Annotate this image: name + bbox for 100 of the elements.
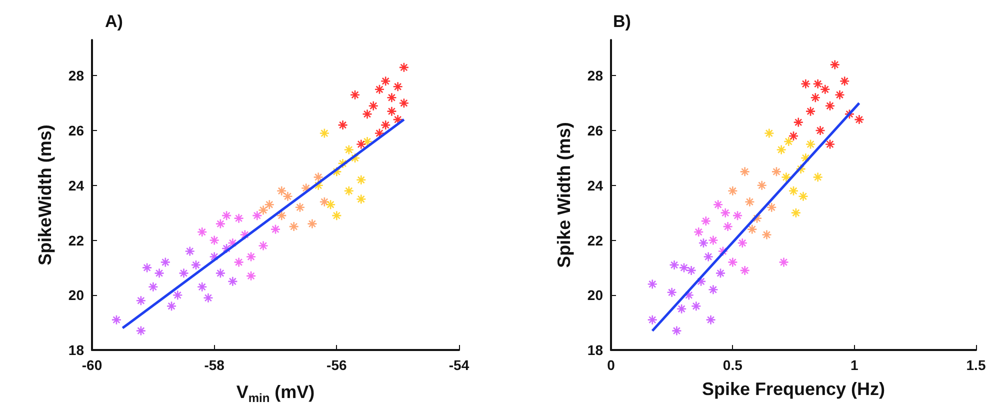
- point: [705, 314, 716, 325]
- point: [686, 265, 696, 276]
- point: [136, 326, 146, 336]
- x-tick-label: -56: [326, 357, 347, 373]
- point: [700, 216, 711, 226]
- point: [178, 268, 189, 278]
- point: [111, 314, 122, 325]
- point: [300, 182, 312, 194]
- point: [148, 282, 158, 292]
- y-axis-title: Spike Width (ms): [554, 122, 574, 268]
- point: [325, 199, 336, 210]
- point: [671, 326, 682, 336]
- point: [386, 92, 397, 103]
- point: [166, 300, 177, 312]
- point: [356, 194, 366, 204]
- point: [264, 199, 275, 210]
- point: [761, 230, 772, 240]
- y-tick-label: 28: [586, 68, 603, 84]
- point: [788, 130, 798, 142]
- point: [780, 172, 791, 182]
- y-tick-label: 22: [68, 232, 84, 248]
- point: [727, 186, 738, 196]
- point: [392, 81, 403, 92]
- point: [392, 114, 403, 125]
- point: [154, 268, 164, 278]
- x-tick-label: -60: [82, 357, 102, 373]
- x-tick-label: -54: [448, 357, 470, 373]
- point: [319, 128, 330, 138]
- chart-title: A): [105, 12, 123, 31]
- point: [744, 196, 754, 208]
- point: [356, 139, 366, 150]
- point: [824, 139, 835, 150]
- point: [398, 62, 410, 73]
- y-tick-label: 20: [68, 287, 84, 304]
- point: [215, 268, 226, 278]
- point: [666, 287, 676, 298]
- point: [854, 114, 864, 125]
- point: [196, 282, 208, 292]
- point: [778, 257, 788, 268]
- point: [804, 139, 816, 150]
- point: [288, 221, 299, 232]
- point: [800, 152, 810, 164]
- x-tick-label: 0.5: [722, 357, 742, 373]
- point: [356, 174, 366, 186]
- point: [234, 213, 244, 224]
- point: [209, 235, 220, 246]
- point: [800, 78, 810, 90]
- point: [221, 243, 232, 254]
- point: [708, 284, 718, 295]
- point: [258, 204, 268, 216]
- point: [276, 186, 287, 196]
- point: [690, 300, 701, 312]
- point: [362, 136, 372, 147]
- point: [190, 260, 202, 270]
- point: [676, 304, 686, 314]
- point: [795, 164, 806, 174]
- point: [829, 60, 840, 70]
- point: [313, 172, 324, 182]
- point: [246, 270, 256, 282]
- point: [756, 180, 767, 191]
- point: [319, 196, 330, 208]
- y-tick-label: 26: [586, 122, 603, 139]
- chart-title: B): [612, 12, 630, 31]
- point: [812, 172, 822, 182]
- point: [764, 128, 774, 138]
- y-tick-label: 20: [586, 287, 603, 304]
- x-axis-title: Spike Frequency (Hz): [701, 379, 885, 399]
- point: [646, 279, 658, 290]
- point: [692, 226, 704, 238]
- point: [698, 238, 708, 248]
- x-tick-label: 1: [850, 357, 858, 373]
- point: [722, 221, 732, 232]
- point: [184, 246, 196, 256]
- x-tick-label: 1.5: [966, 357, 986, 373]
- point: [246, 252, 256, 262]
- point: [798, 191, 808, 202]
- point: [398, 98, 410, 108]
- point: [812, 78, 822, 90]
- point: [804, 106, 816, 116]
- point: [792, 117, 804, 128]
- point: [732, 210, 742, 221]
- point: [736, 238, 748, 248]
- point: [824, 100, 835, 111]
- point: [142, 262, 152, 273]
- y-tick-label: 28: [68, 68, 84, 84]
- point: [228, 238, 238, 248]
- point: [196, 226, 208, 238]
- point: [678, 262, 689, 273]
- point: [739, 265, 750, 276]
- point: [776, 144, 786, 155]
- point: [838, 76, 850, 86]
- point: [258, 240, 268, 251]
- point: [209, 252, 220, 262]
- point: [203, 292, 214, 304]
- point: [668, 260, 679, 270]
- point: [788, 186, 798, 196]
- point: [270, 224, 281, 234]
- point: [717, 246, 728, 256]
- point: [770, 166, 782, 177]
- point: [810, 92, 820, 103]
